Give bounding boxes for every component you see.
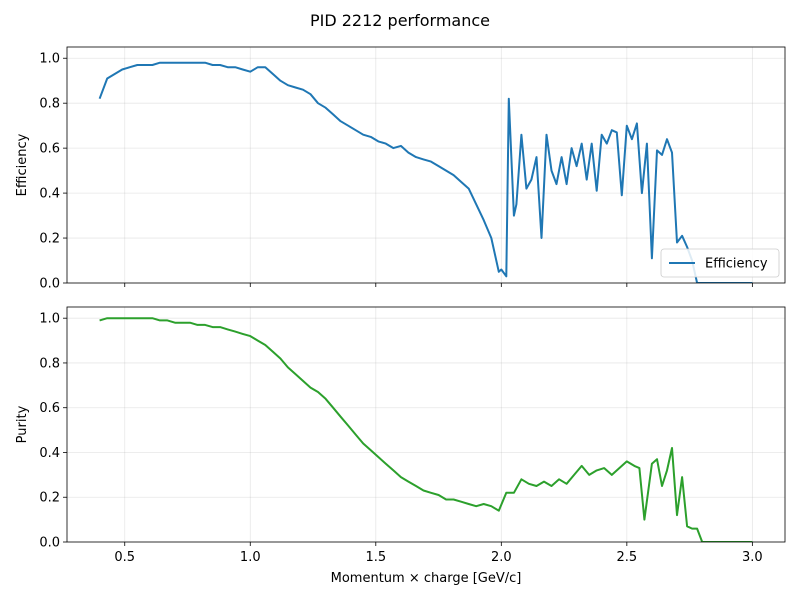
y-tick-label: 0.2 — [39, 232, 60, 247]
axes-frame — [66, 46, 786, 284]
y-tick-label: 0.6 — [39, 142, 60, 157]
x-tick-label: 2.5 — [616, 550, 637, 565]
y-tick-label: 0.8 — [39, 356, 60, 371]
legend-entry: Efficiency — [705, 257, 768, 272]
x-tick-label: 3.0 — [742, 550, 763, 565]
series-line-efficiency — [98, 61, 753, 283]
x-tick-label: 2.0 — [491, 550, 512, 565]
y-tick-label: 0.2 — [39, 491, 60, 506]
y-tick-label: 0.0 — [39, 277, 60, 292]
axes-frame — [66, 306, 786, 543]
purity-panel: 0.5 1.0 1.5 2.0 2.5 3.0 0.0 0.2 0.4 0.6 0.8 1.0 Puri… — [15, 306, 786, 586]
series-line-series-1 — [99, 317, 753, 542]
efficiency-panel: 0.0 0.2 0.4 0.6 0.8 1.0 Efficiency Efficiency — [15, 46, 786, 292]
y-tick-label: 0.8 — [39, 97, 60, 112]
y-tick-label: 0.4 — [39, 446, 60, 461]
y-tick-label: 1.0 — [39, 312, 60, 327]
legend: Efficiency — [660, 248, 780, 278]
x-axis-label: Momentum × charge [GeV/c] — [331, 571, 522, 586]
y-axis-label: Efficiency — [15, 133, 30, 196]
y-axis-label: Purity — [15, 405, 30, 443]
y-tick-label: 0.6 — [39, 401, 60, 416]
y-tick-label: 0.4 — [39, 187, 60, 202]
x-tick-label: 1.5 — [365, 550, 386, 565]
x-tick-label: 1.0 — [240, 550, 261, 565]
grid — [67, 47, 785, 284]
y-tick-label: 1.0 — [39, 52, 60, 67]
x-tick-label: 0.5 — [114, 550, 135, 565]
legend-box — [660, 248, 780, 278]
y-tick-label: 0.0 — [39, 536, 60, 551]
figure-title: PID 2212 performance — [310, 11, 490, 30]
